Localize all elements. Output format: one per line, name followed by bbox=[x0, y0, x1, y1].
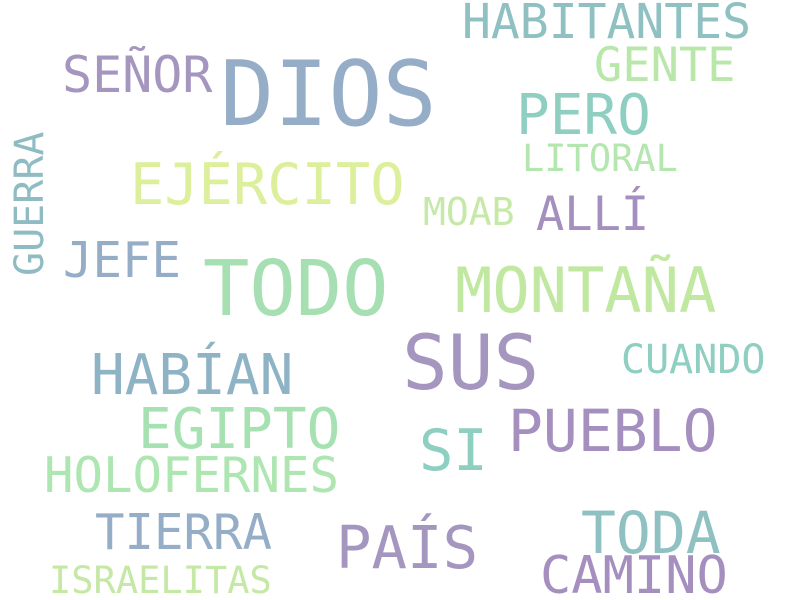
word-litoral: LITORAL bbox=[522, 137, 678, 180]
word-guerra: GUERRA bbox=[7, 131, 53, 277]
word-camino: CAMINO bbox=[540, 546, 728, 600]
word-gente: GENTE bbox=[594, 38, 736, 93]
word-tierra: TIERRA bbox=[95, 504, 273, 561]
word-habian: HABÍAN bbox=[91, 343, 294, 408]
word-habitantes: HABITANTES bbox=[462, 0, 751, 50]
word-jefe: JEFE bbox=[63, 232, 182, 289]
word-toda: TODA bbox=[581, 499, 721, 567]
word-israelitas: ISRAELITAS bbox=[49, 559, 272, 600]
word-pais: PAÍS bbox=[336, 513, 479, 582]
word-pueblo: PUEBLO bbox=[508, 397, 718, 465]
word-pero: PERO bbox=[516, 83, 651, 148]
word-holofernes: HOLOFERNES bbox=[44, 447, 340, 504]
word-ejercito: EJÉRCITO bbox=[130, 152, 405, 218]
word-alli: ALLÍ bbox=[536, 187, 650, 242]
word-moab: MOAB bbox=[423, 190, 515, 234]
word-senor: SEÑOR bbox=[62, 46, 213, 104]
word-montana: MONTAÑA bbox=[455, 254, 717, 327]
word-dios: DIOS bbox=[220, 42, 437, 147]
word-si: SI bbox=[419, 418, 488, 484]
word-cuando: CUANDO bbox=[621, 337, 766, 383]
word-egipto: EGIPTO bbox=[138, 397, 341, 462]
word-sus: SUS bbox=[402, 318, 540, 407]
word-todo: TODO bbox=[203, 245, 389, 334]
